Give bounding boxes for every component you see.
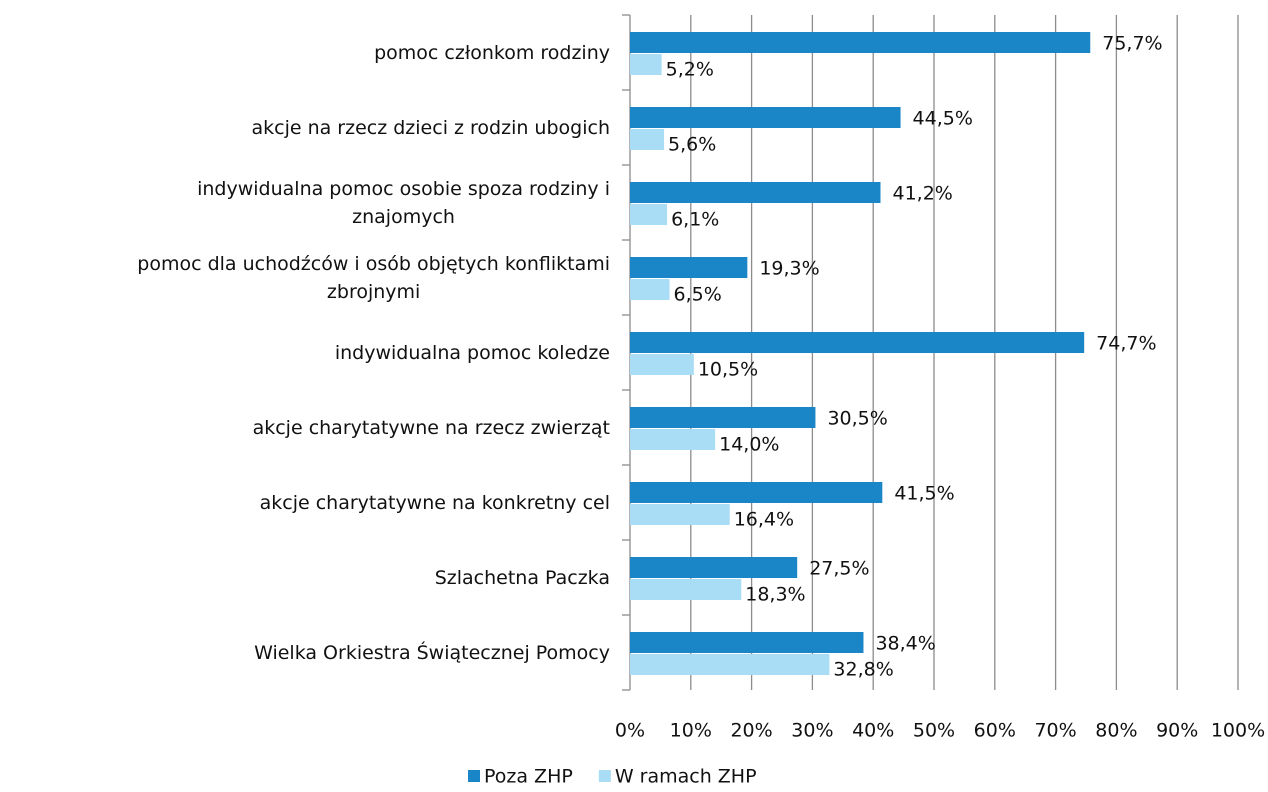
category-text: akcje na rzecz dzieci z rodzin ubogich xyxy=(251,116,610,139)
value-label: 41,2% xyxy=(892,183,952,205)
category-label: akcje charytatywne na rzecz zwierząt xyxy=(0,390,610,465)
bar xyxy=(630,257,748,278)
bar xyxy=(630,654,830,675)
x-tick-label: 50% xyxy=(913,720,955,742)
value-label: 19,3% xyxy=(759,258,819,280)
bar xyxy=(630,579,742,600)
bar xyxy=(630,557,798,578)
x-tick-label: 100% xyxy=(1211,720,1265,742)
category-text: akcje charytatywne na konkretny cel xyxy=(259,491,610,514)
value-label: 74,7% xyxy=(1096,333,1156,355)
bar xyxy=(630,504,730,525)
category-label: Szlachetna Paczka xyxy=(0,540,610,615)
value-label: 5,2% xyxy=(666,59,714,81)
bar xyxy=(630,332,1085,353)
value-label: 75,7% xyxy=(1102,33,1162,55)
legend-label: Poza ZHP xyxy=(484,766,573,788)
x-tick-label: 0% xyxy=(615,720,645,742)
value-label: 5,6% xyxy=(668,134,716,156)
category-text: Wielka Orkiestra Świątecznej Pomocy xyxy=(254,641,610,664)
bar xyxy=(630,32,1091,53)
x-tick-label: 10% xyxy=(670,720,712,742)
category-text: pomoc dla uchodźców i osób objętych konf… xyxy=(137,252,610,303)
category-label: indywidualna pomoc osobie spoza rodziny … xyxy=(0,165,610,240)
bar xyxy=(630,632,864,653)
category-text: Szlachetna Paczka xyxy=(434,566,610,589)
x-tick-label: 40% xyxy=(852,720,894,742)
category-text: indywidualna pomoc koledze xyxy=(334,341,610,364)
bar xyxy=(630,182,881,203)
category-label: akcje charytatywne na konkretny cel xyxy=(0,465,610,540)
legend-label: W ramach ZHP xyxy=(615,766,757,788)
category-label: pomoc dla uchodźców i osób objętych konf… xyxy=(0,240,610,315)
x-tick-label: 80% xyxy=(1095,720,1137,742)
category-text: pomoc członkom rodziny xyxy=(374,41,610,64)
value-label: 10,5% xyxy=(698,359,758,381)
bar xyxy=(630,482,883,503)
bar xyxy=(630,279,670,300)
x-tick-label: 20% xyxy=(730,720,772,742)
bar xyxy=(630,204,668,225)
legend-swatch xyxy=(598,770,611,782)
legend-swatch xyxy=(468,770,480,782)
category-label: akcje na rzecz dzieci z rodzin ubogich xyxy=(0,90,610,165)
x-tick-label: 30% xyxy=(791,720,833,742)
value-label: 32,8% xyxy=(833,659,893,681)
bar xyxy=(630,129,665,150)
bar xyxy=(630,407,816,428)
bar xyxy=(630,107,901,128)
x-tick-label: 90% xyxy=(1156,720,1198,742)
value-label: 41,5% xyxy=(894,483,954,505)
x-tick-label: 60% xyxy=(974,720,1016,742)
value-label: 16,4% xyxy=(734,509,794,531)
value-label: 6,1% xyxy=(671,209,719,231)
category-label: pomoc członkom rodziny xyxy=(0,15,610,90)
value-label: 14,0% xyxy=(719,434,779,456)
value-label: 44,5% xyxy=(913,108,973,130)
category-label: indywidualna pomoc koledze xyxy=(0,315,610,390)
value-label: 18,3% xyxy=(745,584,805,606)
value-label: 6,5% xyxy=(674,284,722,306)
value-label: 30,5% xyxy=(827,408,887,430)
bar xyxy=(630,429,716,450)
category-label: Wielka Orkiestra Świątecznej Pomocy xyxy=(0,615,610,690)
value-label: 27,5% xyxy=(809,558,869,580)
category-text: akcje charytatywne na rzecz zwierząt xyxy=(252,416,610,439)
bar xyxy=(630,354,694,375)
category-text: indywidualna pomoc osobie spoza rodziny … xyxy=(197,177,610,228)
bar xyxy=(630,54,662,75)
x-tick-label: 70% xyxy=(1034,720,1076,742)
value-label: 38,4% xyxy=(875,633,935,655)
